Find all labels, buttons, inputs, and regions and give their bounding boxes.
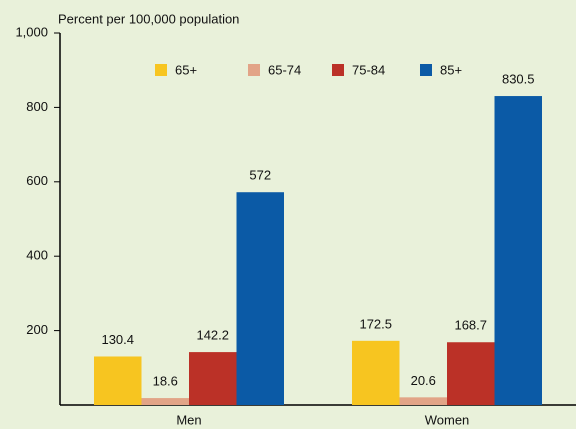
bar	[352, 340, 400, 405]
x-tick-label: Women	[425, 412, 470, 427]
value-label: 20.6	[411, 373, 436, 388]
value-label: 572	[249, 168, 271, 183]
value-label: 130.4	[101, 332, 134, 347]
bar	[236, 192, 284, 405]
bar	[189, 352, 237, 405]
legend-label: 65-74	[268, 62, 301, 77]
value-label: 142.2	[196, 328, 229, 343]
y-tick-label: 800	[26, 99, 48, 114]
bar	[141, 398, 189, 405]
value-label: 168.7	[454, 318, 487, 333]
bar	[447, 342, 495, 405]
legend-label: 85+	[440, 62, 462, 77]
legend-label: 75-84	[352, 62, 385, 77]
y-tick-label: 600	[26, 173, 48, 188]
value-label: 172.5	[359, 316, 392, 331]
value-label: 830.5	[502, 71, 535, 86]
y-axis-label: Percent per 100,000 population	[58, 11, 239, 26]
legend-swatch	[248, 64, 260, 76]
legend-swatch	[420, 64, 432, 76]
bar	[494, 96, 542, 405]
y-tick-label: 400	[26, 248, 48, 263]
y-tick-label: 1,000	[15, 24, 48, 39]
value-label: 18.6	[153, 374, 178, 389]
legend-label: 65+	[175, 62, 197, 77]
x-tick-label: Men	[176, 412, 201, 427]
bar	[94, 356, 142, 405]
legend-swatch	[332, 64, 344, 76]
legend-swatch	[155, 64, 167, 76]
y-tick-label: 200	[26, 322, 48, 337]
bar	[399, 397, 447, 405]
